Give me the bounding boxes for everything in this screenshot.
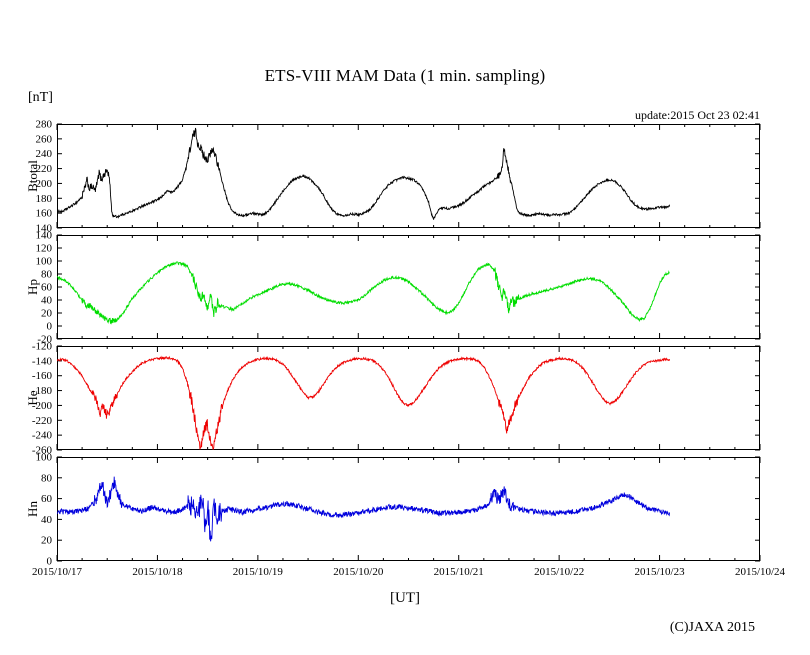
y-tick-label: 80 [41, 269, 53, 281]
panel-hn: 0 20 40 60 80 100 [36, 452, 761, 568]
y-tick-label: -200 [32, 400, 53, 412]
x-tick-label: 2015/10/17 [31, 566, 83, 578]
y-tick-label: 60 [41, 282, 53, 294]
y-tick-label: 240 [36, 148, 53, 160]
x-tick-label: 2015/10/23 [634, 566, 685, 578]
y-tick-label: 20 [41, 308, 53, 320]
y-tick-label: 100 [36, 256, 53, 268]
panel-btotal: 140 160 180 200 220 240 260 280 [36, 119, 761, 235]
series-line-hn [57, 476, 671, 542]
y-tick-label: -240 [32, 430, 53, 442]
x-tick-label: 2015/10/18 [132, 566, 183, 578]
y-tick-label: -260 [32, 445, 53, 457]
series-line-hp [57, 261, 670, 325]
y-tick-label: -20 [37, 334, 52, 346]
y-tick-label: 40 [41, 514, 53, 526]
y-tick-label: -220 [32, 415, 53, 427]
panel-he: -260 -240 -220 -200 -180 -160 -140 -120 [32, 341, 761, 457]
y-axis-label-hn: Hn [25, 501, 40, 517]
unit-label: [nT] [28, 90, 53, 105]
y-tick-label: 0 [47, 556, 53, 568]
x-tick-label: 2015/10/20 [333, 566, 384, 578]
x-tick-label: 2015/10/21 [433, 566, 484, 578]
x-tick-label: 2015/10/22 [534, 566, 585, 578]
y-tick-label: -140 [32, 355, 53, 367]
y-tick-label: 260 [36, 133, 53, 145]
y-tick-label: 140 [36, 223, 53, 235]
copyright-notice: (C)JAXA 2015 [669, 620, 755, 635]
y-tick-label: 20 [41, 535, 53, 547]
y-axis-label-he: He [25, 390, 40, 406]
y-tick-label: 100 [36, 452, 53, 464]
y-tick-label: 80 [41, 472, 53, 484]
panel-border [57, 235, 760, 339]
y-tick-label: -120 [32, 341, 53, 353]
chart-title: ETS-VIII MAM Data (1 min. sampling) [264, 66, 546, 85]
y-tick-label: 140 [36, 230, 53, 242]
y-tick-label: -180 [32, 385, 53, 397]
y-tick-label: 220 [36, 163, 53, 175]
series-line-btotal [57, 127, 671, 220]
y-tick-label: 180 [36, 193, 53, 205]
y-tick-label: -160 [32, 370, 53, 382]
series-line-he [57, 355, 671, 450]
y-tick-label: 160 [36, 208, 53, 220]
x-tick-label: 2015/10/19 [232, 566, 283, 578]
panel-border [57, 124, 760, 228]
y-axis-label-hp: Hp [25, 279, 40, 295]
y-tick-label: 0 [47, 321, 53, 333]
x-tick-label: 2015/10/24 [734, 566, 786, 578]
y-tick-label: 280 [36, 119, 53, 131]
y-tick-label: 60 [41, 493, 53, 505]
x-axis-label: [UT] [390, 590, 420, 606]
y-axis-label-btotal: Btotal [25, 160, 40, 192]
y-tick-label: 200 [36, 178, 53, 190]
update-timestamp: update:2015 Oct 23 02:41 [635, 108, 760, 122]
x-axis-tick-labels: 2015/10/17 2015/10/18 2015/10/19 2015/10/20… [0, 566, 810, 580]
y-tick-label: 120 [36, 243, 53, 255]
y-tick-label: 40 [41, 295, 53, 307]
